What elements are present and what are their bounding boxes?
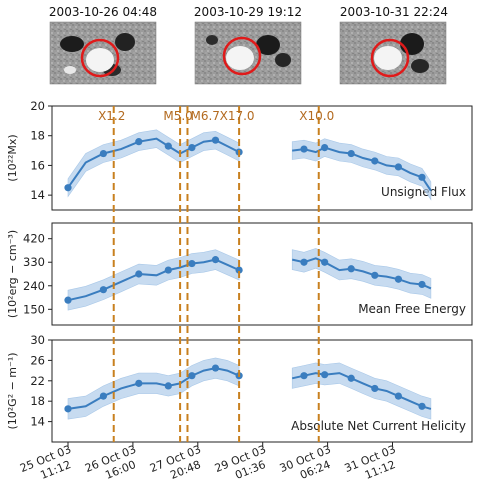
magnetogram-3: 2003-10-31 22:24	[339, 5, 448, 85]
data-point-2-8	[188, 372, 196, 380]
data-point-1-14	[300, 258, 308, 266]
data-point-2-10	[211, 364, 220, 372]
data-point-1-22	[394, 275, 402, 283]
data-point-2-16	[321, 371, 329, 379]
data-point-1-10	[211, 256, 220, 264]
data-point-1-4	[135, 270, 143, 278]
uncertainty-band-1-1	[291, 248, 432, 299]
data-point-1-18	[347, 265, 355, 273]
data-point-0-16	[321, 144, 329, 152]
magnetogram-1: 2003-10-26 04:48	[49, 5, 157, 85]
y-tick-label-1-0: 150	[23, 302, 45, 316]
panel-3-ylabel: (10²G² − m⁻¹)	[6, 352, 19, 429]
data-point-1-6	[164, 266, 172, 274]
panel-2-title: Mean Free Energy	[358, 302, 466, 316]
data-point-2-18	[347, 374, 355, 382]
data-point-2-0	[64, 405, 72, 413]
flare-label-3: X17.0	[220, 109, 255, 123]
panel-2: Mean Free Energy (10²erg − cm⁻³)	[6, 222, 473, 326]
y-tick-label-1-3: 420	[23, 232, 45, 246]
y-tick-label-2-4: 30	[30, 333, 45, 347]
data-point-2-22	[394, 392, 402, 400]
uncertainty-band-1-0	[67, 249, 240, 311]
series-layer	[64, 129, 432, 420]
flare-label-2: M6.7	[190, 109, 219, 123]
magnetogram-3-time: 2003-10-31 22:24	[340, 5, 448, 19]
uncertainty-band-0-1	[291, 138, 432, 201]
y-tick-label-1-1: 240	[23, 279, 45, 293]
data-point-0-24	[418, 173, 426, 181]
data-point-0-6	[164, 142, 172, 150]
data-point-1-0	[64, 296, 72, 304]
data-point-2-2	[99, 392, 107, 400]
panel-1-title: Unsigned Flux	[381, 185, 466, 199]
uncertainty-band-2-1	[291, 362, 432, 420]
data-point-1-12	[235, 266, 243, 274]
magnetogram-2-time: 2003-10-29 19:12	[194, 5, 302, 19]
flare-label-1: M5.0	[163, 109, 192, 123]
panel-1-ylabel: (10²²Mx)	[6, 134, 19, 181]
data-point-1-24	[418, 280, 426, 289]
series-line-1-1	[291, 257, 432, 290]
flare-label-4: X10.0	[299, 109, 334, 123]
data-point-0-10	[211, 136, 220, 144]
data-point-2-6	[164, 382, 172, 390]
data-point-0-14	[300, 145, 308, 153]
panel-3: Absolute Net Current Helicity (10²G² − m…	[6, 339, 473, 443]
data-point-0-18	[347, 149, 355, 158]
y-tick-label-0-0: 14	[30, 188, 45, 202]
series-line-2-1	[291, 372, 432, 410]
data-point-0-8	[188, 144, 196, 152]
y-tick-label-2-3: 26	[30, 353, 45, 367]
data-point-0-4	[135, 138, 143, 146]
y-tick-label-0-2: 18	[30, 129, 45, 143]
series-line-0-1	[292, 146, 432, 192]
y-tick-label-0-1: 16	[30, 158, 45, 172]
y-tick-label-2-1: 18	[30, 394, 45, 408]
data-point-1-16	[321, 258, 329, 266]
data-point-2-20	[371, 384, 379, 393]
panel-1: Unsigned Flux (10²²Mx)	[6, 105, 473, 211]
magnetogram-1-time: 2003-10-26 04:48	[49, 5, 157, 19]
flare-label-0: X1.2	[98, 109, 125, 123]
y-tick-label-2-0: 14	[30, 415, 45, 429]
y-tick-label-1-2: 330	[23, 255, 45, 269]
panel-2-ylabel: (10²erg − cm⁻³)	[6, 230, 19, 318]
panel-3-title: Absolute Net Current Helicity	[291, 419, 466, 433]
y-tick-label-2-2: 22	[30, 374, 45, 388]
data-point-1-2	[99, 286, 107, 294]
data-point-1-8	[188, 259, 196, 268]
data-point-0-0	[64, 184, 72, 192]
data-point-1-20	[371, 271, 379, 279]
data-point-2-14	[300, 372, 308, 380]
data-point-0-20	[371, 157, 379, 165]
magnetogram-2: 2003-10-29 19:12	[194, 5, 302, 85]
data-point-0-2	[99, 149, 107, 158]
y-tick-label-0-3: 20	[30, 99, 45, 113]
data-point-0-22	[394, 163, 402, 171]
data-point-2-4	[135, 379, 143, 387]
flare-layer: X1.2 M5.0M6.7 X17.0 X10.0	[98, 106, 334, 442]
data-point-2-24	[418, 402, 426, 410]
